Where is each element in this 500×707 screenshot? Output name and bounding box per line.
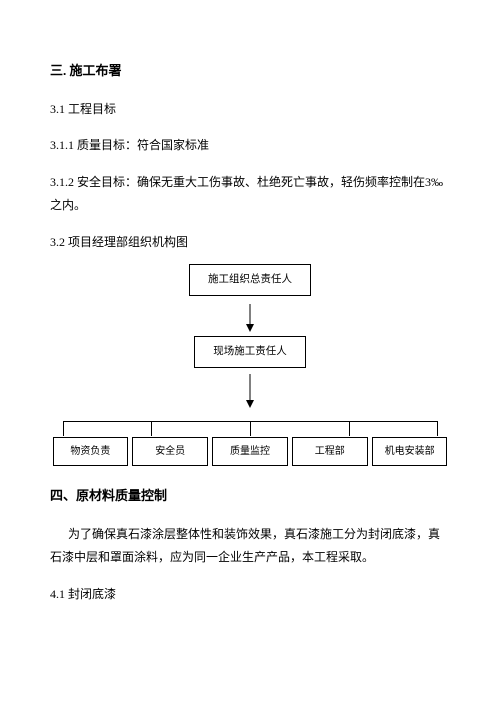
section-3-1-2: 3.1.2 安全目标：确保无重大工伤事故、杜绝死亡事故，轻伤频率控制在3‰之内。 xyxy=(50,171,450,217)
section-3-2: 3.2 项目经理部组织机构图 xyxy=(50,231,450,254)
flow-leaf-node: 物资负责 xyxy=(53,437,129,466)
section-3-1-1: 3.1.1 质量目标：符合国家标准 xyxy=(50,134,450,157)
arrow-icon xyxy=(245,374,255,416)
flow-leaf-node: 机电安装部 xyxy=(372,437,448,466)
flow-leaf-node: 安全员 xyxy=(132,437,208,466)
flow-node-top: 施工组织总责任人 xyxy=(189,264,311,296)
section-3-1: 3.1 工程目标 xyxy=(50,98,450,121)
flow-leaf-node: 质量监控 xyxy=(212,437,288,466)
section-4-title: 四、原材料质量控制 xyxy=(50,484,450,509)
section-4-1: 4.1 封闭底漆 xyxy=(50,583,450,606)
flow-leaf-row: 物资负责 安全员 质量监控 工程部 机电安装部 xyxy=(53,437,448,466)
flow-leaf-node: 工程部 xyxy=(292,437,368,466)
flow-connector xyxy=(53,421,448,437)
arrow-icon xyxy=(245,304,255,332)
section-3-title: 三. 施工布署 xyxy=(50,59,450,84)
org-flowchart: 施工组织总责任人 现场施工责任人 物资负责 安全员 质量监控 工程部 机电安装部 xyxy=(50,264,450,467)
flow-node-mid: 现场施工责任人 xyxy=(194,336,306,368)
section-4-para: 为了确保真石漆涂层整体性和装饰效果，真石漆施工分为封闭底漆，真石漆中层和罩面涂料… xyxy=(50,523,450,569)
